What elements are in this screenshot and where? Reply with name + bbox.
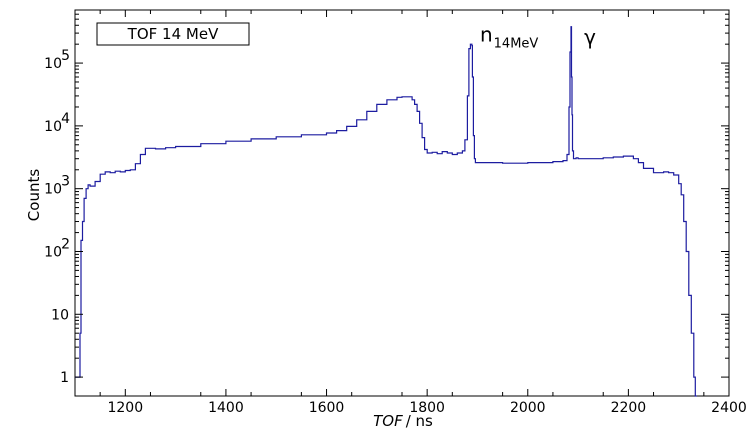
y-tick-label: 10 [44, 119, 62, 135]
x-axis-title-unit: / ns [406, 412, 433, 430]
x-axis-title-quantity: TOF [373, 412, 403, 430]
x-tick-label: 2200 [611, 400, 647, 416]
y-tick-exponent: 5 [61, 48, 70, 64]
legend-box [96, 22, 250, 46]
y-tick-exponent: 4 [61, 111, 70, 127]
y-tick-exponent: 3 [61, 174, 70, 190]
legend-entry-label: TOF 14 MeV [127, 25, 219, 43]
x-axis-title: TOF / ns [373, 412, 433, 430]
peak-label-1: γ [584, 25, 596, 49]
x-axis: 1200 1400 1600 1800 2000 2200 2400 [99, 10, 747, 416]
y-tick-label: 10 [44, 56, 62, 72]
x-tick-label: 1400 [208, 400, 244, 416]
y-axis-title: Counts [25, 169, 43, 222]
x-tick-label: 1200 [107, 400, 143, 416]
y-tick-label: 10 [44, 244, 62, 260]
plot-area [74, 9, 730, 397]
x-tick-label: 2400 [711, 400, 747, 416]
y-tick-label: 1 [60, 370, 69, 386]
legend: TOF 14 MeV [96, 22, 250, 46]
spectrum-layer [75, 26, 697, 397]
y-tick-label: 10 [51, 307, 69, 323]
y-tick-exponent: 2 [61, 236, 70, 252]
x-tick-label: 1800 [409, 400, 445, 416]
y-tick-label: 10 [44, 182, 62, 198]
peak-label-0: n14MeV [480, 23, 538, 52]
peak-annotations: n14MeV γ [480, 23, 596, 52]
x-tick-label: 1600 [309, 400, 345, 416]
x-tick-label: 2000 [510, 400, 546, 416]
spectrum-line-0 [75, 26, 697, 397]
